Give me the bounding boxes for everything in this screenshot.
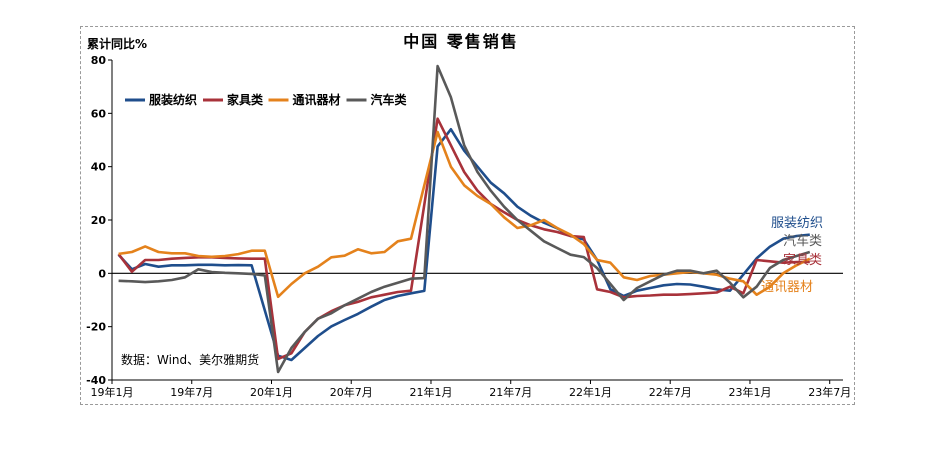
end-label: 家具类 bbox=[783, 252, 822, 268]
x-tick-label: 22年1月 bbox=[569, 385, 612, 399]
y-tick-label: 20 bbox=[91, 214, 107, 227]
series-line bbox=[117, 128, 810, 362]
x-tick-label: 20年1月 bbox=[250, 385, 293, 399]
y-tick-label: 60 bbox=[91, 107, 107, 120]
series-line bbox=[117, 117, 810, 361]
chart-title: 中国 零售销售 bbox=[403, 32, 519, 51]
x-tick-label: 23年1月 bbox=[728, 385, 771, 399]
y-tick-label: 40 bbox=[91, 161, 107, 174]
end-label: 服装纺织 bbox=[771, 216, 823, 231]
line-chart: 中国 零售销售 累计同比% 数据：Wind、美尔雅期货 80 60 40 20 0 -20… bbox=[86, 32, 851, 399]
legend-label: 通讯器材 bbox=[293, 92, 341, 107]
source-note: 数据：Wind、美尔雅期货 bbox=[121, 352, 259, 367]
legend-label: 家具类 bbox=[227, 92, 264, 107]
chart-frame: 中国 零售销售 累计同比% 数据：Wind、美尔雅期货 80 60 40 20 0 -20… bbox=[80, 26, 855, 405]
y-tick-label: 0 bbox=[98, 267, 106, 280]
end-label: 汽车类 bbox=[783, 233, 822, 249]
series-lines bbox=[117, 64, 811, 374]
legend: 服装纺织 家具类 通讯器材 汽车类 bbox=[125, 92, 408, 107]
x-tick-label: 23年7月 bbox=[808, 385, 851, 399]
y-axis-label: 累计同比% bbox=[87, 36, 147, 51]
y-tick-label: -40 bbox=[86, 374, 106, 387]
end-label: 通讯器材 bbox=[761, 280, 813, 295]
y-tick-label: 80 bbox=[91, 54, 107, 67]
series-line bbox=[118, 64, 811, 374]
x-tick-label: 20年7月 bbox=[330, 385, 373, 399]
x-tick-label: 22年7月 bbox=[649, 385, 692, 399]
x-tick-label: 19年7月 bbox=[170, 385, 213, 399]
legend-label: 汽车类 bbox=[371, 92, 408, 107]
y-tick-label: -20 bbox=[86, 321, 106, 334]
x-tick-label: 21年7月 bbox=[489, 385, 532, 399]
x-tick-label: 19年1月 bbox=[91, 385, 134, 399]
x-tick-label: 21年1月 bbox=[409, 385, 452, 399]
legend-label: 服装纺织 bbox=[149, 92, 197, 107]
